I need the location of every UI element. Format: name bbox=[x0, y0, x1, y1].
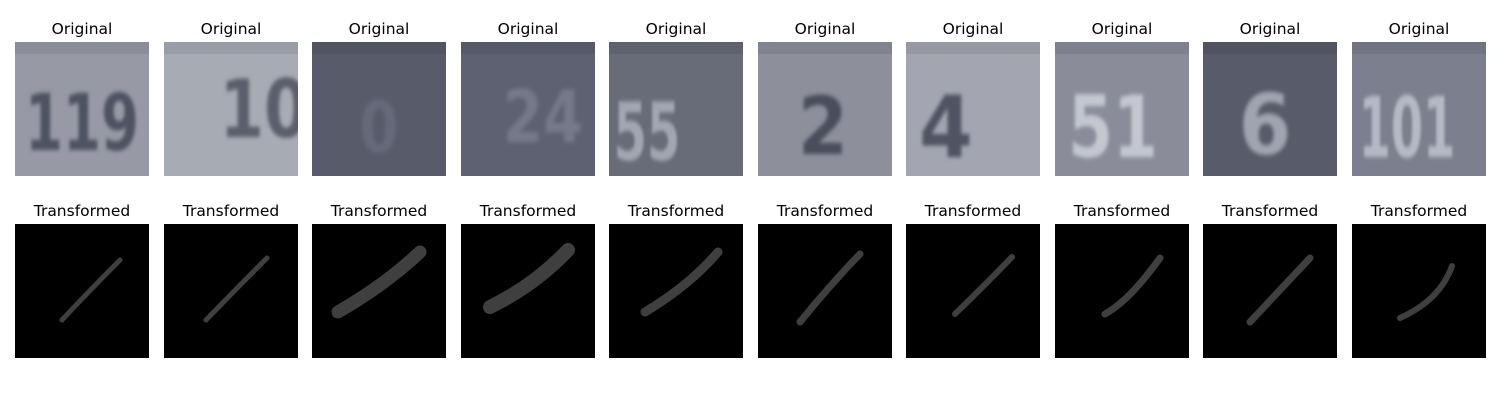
panel-title: Transformed bbox=[1183, 202, 1357, 220]
digit-photo: 6 bbox=[1203, 42, 1337, 176]
digit-glyph: 55 bbox=[614, 86, 681, 176]
digit-glyph: 101 bbox=[1359, 79, 1455, 176]
transformed-image bbox=[15, 224, 149, 358]
digit-photo: 24 bbox=[461, 42, 595, 176]
panel-title: Original bbox=[886, 20, 1060, 38]
transformed-image bbox=[609, 224, 743, 358]
transformed-image bbox=[906, 224, 1040, 358]
digit-glyph: 10 bbox=[219, 64, 298, 157]
digit-photo: 0 bbox=[312, 42, 446, 176]
panel-title: Transformed bbox=[292, 202, 466, 220]
digit-photo: 119 bbox=[15, 42, 149, 176]
transformed-image bbox=[164, 224, 298, 358]
digit-photo: 2 bbox=[758, 42, 892, 176]
digit-photo: 51 bbox=[1055, 42, 1189, 176]
digit-glyph: 0 bbox=[360, 87, 399, 169]
transformed-image bbox=[461, 224, 595, 358]
panel-title: Original bbox=[589, 20, 763, 38]
transformed-image bbox=[758, 224, 892, 358]
digit-photo: 101 bbox=[1352, 42, 1486, 176]
digit-glyph: 119 bbox=[25, 78, 139, 168]
digit-photo: 10 bbox=[164, 42, 298, 176]
transformed-image bbox=[1055, 224, 1189, 358]
digit-glyph: 24 bbox=[503, 76, 583, 160]
digit-glyph: 51 bbox=[1068, 77, 1158, 176]
transformed-image bbox=[1203, 224, 1337, 358]
digit-glyph: 2 bbox=[798, 79, 848, 173]
panel-title: Original bbox=[1183, 20, 1357, 38]
digit-photo: 55 bbox=[609, 42, 743, 176]
panel-title: Original bbox=[1332, 20, 1500, 38]
transformed-image bbox=[1352, 224, 1486, 358]
panel-title: Original bbox=[292, 20, 466, 38]
panel-title: Transformed bbox=[886, 202, 1060, 220]
digit-glyph: 6 bbox=[1239, 76, 1292, 174]
digit-photo: 4 bbox=[906, 42, 1040, 176]
digit-glyph: 4 bbox=[919, 78, 973, 176]
transformed-image bbox=[312, 224, 446, 358]
panel-title: Transformed bbox=[589, 202, 763, 220]
panel-title: Transformed bbox=[1332, 202, 1500, 220]
